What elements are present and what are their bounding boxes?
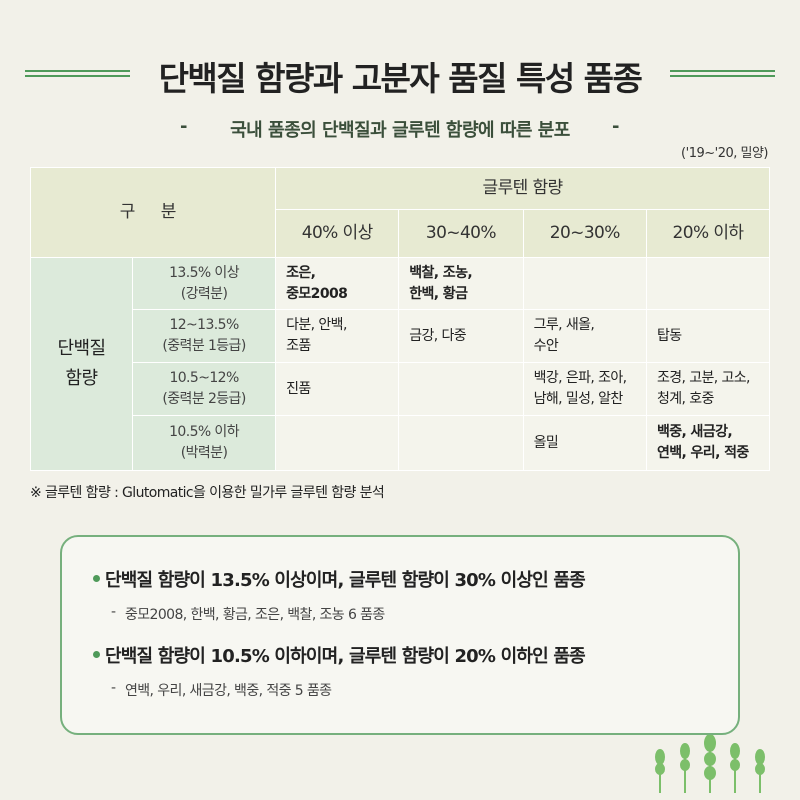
cell: 금강, 다중 xyxy=(398,309,524,363)
title: 단백질 함량과 고분자 품질 특성 품종 xyxy=(158,59,643,98)
cell: 탑동 xyxy=(645,309,771,363)
cell xyxy=(398,415,524,471)
cell: 진품 xyxy=(275,362,400,416)
note: ('19~'20, 밀양) xyxy=(681,146,768,161)
cell xyxy=(275,415,400,471)
table-row: 단백질 함량 13.5% 이상 (강력분) 조은, 중모2008 백찰, 조농, 한백… xyxy=(30,257,771,471)
cell: 올밀 xyxy=(522,415,647,471)
title-rule xyxy=(670,70,775,77)
summary-heading: 단백질 함량이 10.5% 이하이며, 글루텐 함량이 20% 이하인 품종 xyxy=(93,642,586,668)
table-row: 10.5% 이하 (박력분) 올밀 백중, 새금강, 연백, 우리, 적중 xyxy=(31,415,771,471)
title-rule xyxy=(25,70,130,77)
cell: 백강, 은파, 조아, 남해, 밀성, 알찬 xyxy=(522,362,647,416)
footnote: ※ 글루텐 함량 : Glutomatic을 이용한 밀가루 글루텐 함량 분석 xyxy=(30,485,385,501)
cell: 백찰, 조농, 한백, 황금 xyxy=(398,257,524,310)
cell xyxy=(645,257,771,310)
summary-detail: 중모2008, 한백, 황금, 조은, 백찰, 조농 6 품종 xyxy=(111,604,385,624)
row-label: 10.5% 이하 (박력분) xyxy=(131,415,277,471)
summary-detail: 연백, 우리, 새금강, 백중, 적중 5 품종 xyxy=(111,680,332,700)
table-body: 단백질 함량 13.5% 이상 (강력분) 조은, 중모2008 백찰, 조농, 한백… xyxy=(30,257,771,471)
row-group: 단백질 함량 xyxy=(30,257,133,471)
cell: 조경, 고분, 고소, 청계, 호중 xyxy=(645,362,771,416)
gluten-header: 글루텐 함량 xyxy=(275,167,770,210)
row-label: 10.5~12% (중력분 2등급) xyxy=(131,362,277,416)
cell: 다분, 안백, 조품 xyxy=(275,309,400,363)
wheat-icon xyxy=(655,735,765,793)
cell xyxy=(522,257,647,310)
corner: 구 분 xyxy=(29,167,277,258)
cell xyxy=(398,362,524,416)
cell: 백중, 새금강, 연백, 우리, 적중 xyxy=(645,415,771,471)
row-label: 12~13.5% (중력분 1등급) xyxy=(131,309,277,363)
summary-box xyxy=(60,535,740,735)
subtitle: 국내 품종의 단백질과 글루텐 함량에 따른 분포 xyxy=(230,120,570,141)
column-header: 30~40% xyxy=(398,209,524,258)
table-row: 12~13.5% (중력분 1등급) 다분, 안백, 조품 금강, 다중 그루, 새올… xyxy=(31,309,771,363)
dash: - xyxy=(612,116,620,137)
cell: 그루, 새올, 수안 xyxy=(522,309,647,363)
table: 구 분 글루텐 함량 40% 이상 30~40% 20~30% 20% 이하 단… xyxy=(29,167,771,471)
table-row: 10.5~12% (중력분 2등급) 진품 백강, 은파, 조아, 남해, 밀성, … xyxy=(31,362,771,416)
column-header: 40% 이상 xyxy=(275,209,400,258)
column-header: 20~30% xyxy=(522,209,647,258)
cell: 조은, 중모2008 xyxy=(275,257,400,310)
dash: - xyxy=(180,116,188,137)
row-label: 13.5% 이상 (강력분) xyxy=(131,257,277,310)
summary-heading: 단백질 함량이 13.5% 이상이며, 글루텐 함량이 30% 이상인 품종 xyxy=(93,566,586,592)
column-header: 20% 이하 xyxy=(645,209,771,258)
